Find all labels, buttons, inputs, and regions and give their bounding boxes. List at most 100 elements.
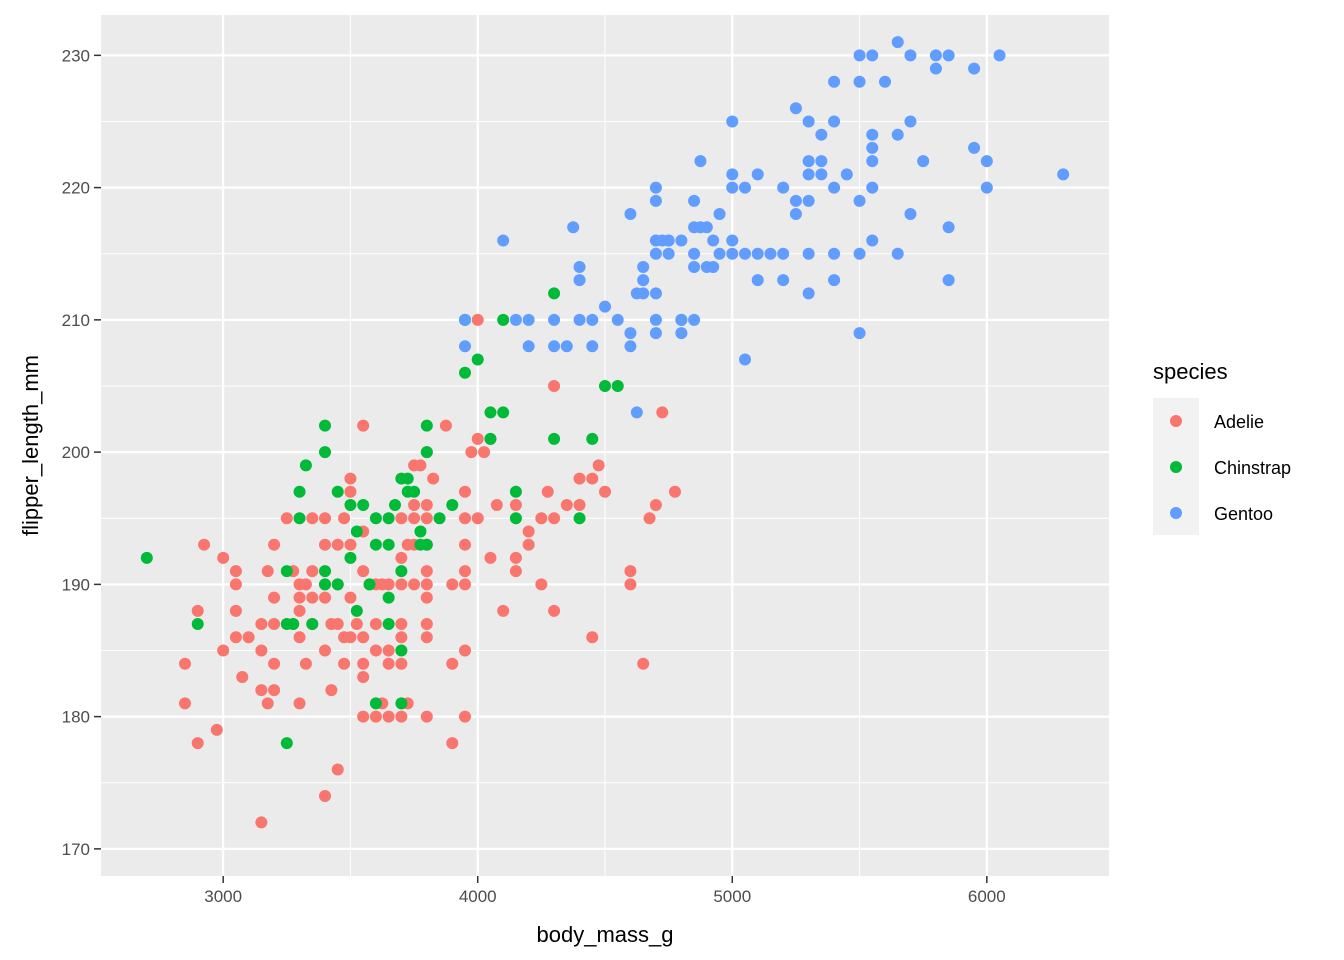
data-point — [522, 525, 535, 538]
data-point — [395, 565, 408, 578]
data-point — [357, 670, 370, 683]
data-point — [688, 247, 701, 260]
data-point — [420, 538, 433, 551]
data-point — [420, 578, 433, 591]
data-point — [548, 379, 561, 392]
data-point — [726, 234, 739, 247]
data-point — [363, 578, 376, 591]
data-point — [191, 604, 204, 617]
data-point — [459, 313, 471, 326]
data-point — [395, 710, 408, 723]
data-point — [802, 287, 815, 300]
data-point — [700, 260, 713, 273]
data-point — [420, 419, 433, 432]
data-point — [789, 208, 802, 221]
data-point — [229, 578, 242, 591]
data-point — [389, 499, 401, 512]
data-point — [191, 618, 204, 631]
data-point — [471, 512, 484, 525]
data-point — [331, 763, 344, 776]
data-point — [497, 604, 510, 617]
data-point — [446, 737, 459, 750]
data-point — [268, 618, 281, 631]
data-point — [688, 260, 701, 273]
data-point — [624, 565, 637, 578]
data-point — [866, 141, 879, 154]
data-point — [522, 340, 535, 353]
data-point — [459, 538, 471, 551]
data-point — [509, 485, 522, 498]
data-point — [535, 512, 548, 525]
data-point — [643, 512, 656, 525]
data-point — [624, 208, 637, 221]
data-point — [369, 644, 382, 657]
data-point — [293, 631, 306, 644]
data-point — [331, 538, 344, 551]
data-point — [357, 499, 370, 512]
data-point — [484, 551, 497, 564]
data-point — [662, 234, 675, 247]
data-point — [331, 485, 344, 498]
data-point — [268, 538, 281, 551]
data-point — [420, 499, 433, 512]
series-gentoo — [459, 36, 1070, 419]
data-point — [319, 419, 331, 432]
data-point — [700, 221, 713, 234]
data-point — [459, 565, 471, 578]
legend-label-chinstrap: Chinstrap — [1214, 458, 1291, 478]
data-point — [484, 432, 497, 445]
data-point — [630, 406, 643, 419]
data-point — [675, 313, 688, 326]
data-point — [777, 181, 790, 194]
data-point — [573, 512, 586, 525]
data-point — [688, 221, 701, 234]
data-point — [917, 155, 930, 168]
data-point — [548, 287, 561, 300]
data-point — [866, 234, 879, 247]
data-points — [140, 36, 1070, 829]
data-point — [268, 657, 281, 670]
data-point — [726, 115, 739, 128]
data-point — [420, 631, 433, 644]
data-point — [656, 406, 669, 419]
data-point — [828, 115, 841, 128]
data-point — [688, 194, 701, 207]
data-point — [942, 49, 955, 62]
data-point — [726, 247, 739, 260]
data-point — [280, 512, 293, 525]
series-chinstrap — [140, 287, 688, 750]
data-point — [369, 512, 382, 525]
data-point — [649, 313, 662, 326]
data-point — [509, 499, 522, 512]
data-point — [420, 512, 433, 525]
data-point — [382, 618, 395, 631]
data-point — [980, 155, 993, 168]
data-point — [891, 128, 904, 141]
data-point — [777, 274, 790, 287]
data-point — [229, 631, 242, 644]
data-point — [942, 274, 955, 287]
data-point — [649, 499, 662, 512]
data-point — [739, 353, 751, 366]
data-point — [338, 657, 351, 670]
data-point — [853, 327, 866, 340]
data-point — [382, 578, 395, 591]
y-tick-label: 210 — [62, 311, 90, 330]
data-point — [382, 657, 395, 670]
data-point — [382, 644, 395, 657]
data-point — [382, 591, 395, 604]
y-tick-label: 220 — [62, 179, 90, 198]
data-point — [459, 512, 471, 525]
data-point — [293, 591, 306, 604]
data-point — [331, 578, 344, 591]
data-point — [777, 247, 790, 260]
data-point — [344, 499, 357, 512]
data-point — [592, 459, 605, 472]
data-point — [471, 432, 484, 445]
data-point — [344, 631, 357, 644]
data-point — [471, 353, 484, 366]
data-point — [904, 208, 917, 221]
data-point — [306, 618, 319, 631]
data-point — [637, 274, 650, 287]
